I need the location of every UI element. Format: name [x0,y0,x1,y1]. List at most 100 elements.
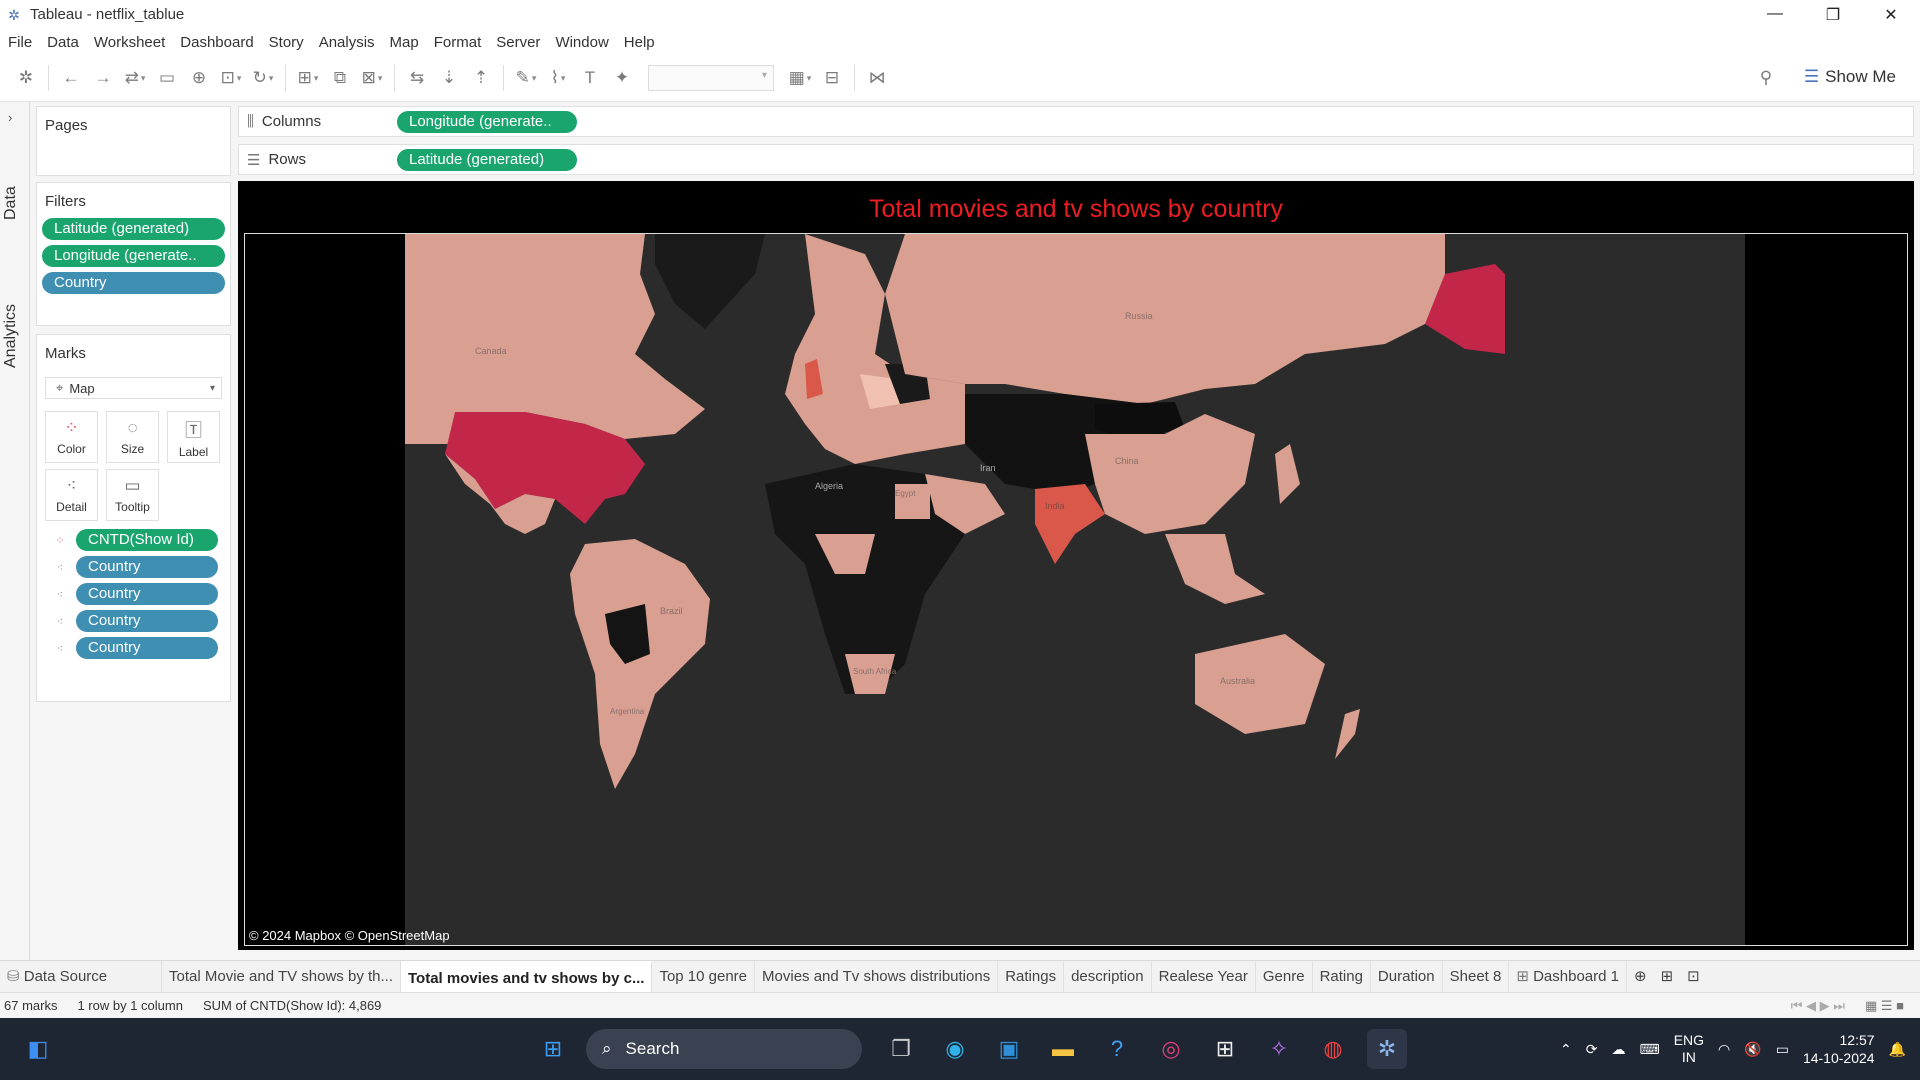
show-me-button[interactable]: ☰ Show Me [1804,67,1896,87]
myhp-icon[interactable]: ▣ [998,1036,1020,1061]
country-mexico[interactable] [445,454,555,534]
country-greenland[interactable] [655,234,765,329]
country-australia[interactable] [1195,634,1325,734]
clear-sheet-icon[interactable]: ⊠ [356,64,388,92]
sync-icon[interactable]: ⟳ [1585,1040,1598,1057]
rows-pill-latitude[interactable]: Latitude (generated) [397,148,577,171]
new-worksheet-tab-icon[interactable]: ⊕ [1634,967,1647,985]
undo-icon[interactable]: ← [62,68,80,87]
view-mode-icon[interactable]: ▦ ☰ ■ [1864,997,1904,1013]
filter-pill-country[interactable]: Country [42,272,225,294]
clock[interactable]: 12:57 14-10-2024 [1803,1031,1875,1067]
help-icon[interactable]: ? [1110,1036,1124,1061]
country-south-africa[interactable] [845,654,895,694]
duplicate-sheet-icon[interactable]: ⧉ [333,68,347,87]
filter-pill-latitude[interactable]: Latitude (generated) [42,218,225,240]
start-icon[interactable]: ⊞ [543,1036,563,1061]
fix-axes-icon[interactable]: ✦ [614,68,630,87]
country-russia[interactable] [885,234,1445,404]
menu-format[interactable]: Format [433,33,482,51]
tab-sheet[interactable]: Ratings [998,960,1065,993]
size-mark-button[interactable]: ◌ Size [106,411,159,463]
save-icon[interactable]: ▭ [158,68,176,87]
tab-sheet[interactable]: Sheet 8 [1443,960,1510,993]
chrome-icon[interactable]: ◍ [1323,1036,1343,1061]
battery-icon[interactable]: ▭ [1775,1040,1789,1057]
country-germany-region[interactable] [860,374,900,409]
tab-dashboard[interactable]: ⊞ Dashboard 1 [1509,960,1627,993]
wifi-icon[interactable]: ◠ [1718,1040,1731,1057]
pages-shelf[interactable]: Pages [36,106,231,176]
country-saudi-region[interactable] [925,474,1005,534]
map-view[interactable]: Canada Russia Algeria Iran China India B… [244,233,1908,946]
country-southeast-asia[interactable] [1165,534,1265,604]
minimize-button[interactable]: — [1767,4,1783,22]
group-members-icon[interactable]: ⌇ [542,64,574,92]
share-icon[interactable]: ⋈ [868,68,886,87]
volume-muted-icon[interactable]: 🔇 [1744,1040,1762,1057]
new-dashboard-tab-icon[interactable]: ⊞ [1660,967,1674,985]
format-painter-icon[interactable]: ⚲ [1759,68,1773,87]
country-canada[interactable] [405,234,705,444]
refresh-icon[interactable]: ↻ [247,64,279,92]
tab-sheet[interactable]: Top 10 genre [652,960,756,993]
tableau-home-icon[interactable]: ✲ [18,68,34,87]
tab-sheet[interactable]: Total Movie and TV shows by th... [162,960,401,993]
swap-rows-columns-icon[interactable]: ⇆ [409,68,425,87]
new-worksheet-icon[interactable]: ⊞ [292,64,324,92]
mark-pill-country[interactable]: Country [76,583,218,605]
menu-file[interactable]: File [8,33,33,51]
new-story-tab-icon[interactable]: ⊡ [1687,967,1700,985]
tableau-taskbar-icon[interactable]: ✲ [1367,1029,1407,1069]
replay-icon[interactable]: ⇄ [119,64,151,92]
edge-icon[interactable]: ◉ [945,1036,965,1061]
country-china[interactable] [1085,414,1255,534]
map-attribution[interactable]: © 2024 Mapbox © OpenStreetMap [249,928,450,943]
menu-worksheet[interactable]: Worksheet [93,33,166,51]
country-africa[interactable] [765,464,965,694]
redo-icon[interactable]: → [94,68,112,87]
new-data-source-icon[interactable]: ⊕ [191,68,207,87]
menu-server[interactable]: Server [496,33,541,51]
sort-ascending-icon[interactable]: ⇣ [441,68,457,87]
country-egypt[interactable] [895,484,930,519]
menu-data[interactable]: Data [47,33,79,51]
close-button[interactable]: ✕ [1884,6,1898,24]
sort-descending-icon[interactable]: ⇡ [473,68,489,87]
country-new-zealand[interactable] [1335,709,1360,759]
show-cards-icon[interactable]: ▦ [784,64,816,92]
mark-pill-country[interactable]: Country [76,637,218,659]
presentation-mode-icon[interactable]: ⊟ [824,68,840,87]
copilot-icon[interactable]: ✧ [1269,1036,1289,1061]
pause-updates-icon[interactable]: ⊡ [215,64,247,92]
country-nigeria-region[interactable] [815,534,875,574]
menu-help[interactable]: Help [623,33,655,51]
widgets-icon[interactable]: ◧ [27,1036,49,1061]
file-explorer-icon[interactable]: ▬ [1052,1036,1074,1061]
country-usa-alaska[interactable] [1425,264,1505,354]
fit-dropdown[interactable] [648,65,774,91]
menu-analysis[interactable]: Analysis [318,33,375,51]
tab-data-source[interactable]: ⛁ Data Source [0,960,162,993]
filters-shelf[interactable]: Filters Latitude (generated) Longitude (… [36,182,231,326]
highlight-icon[interactable]: ✎ [510,64,542,92]
country-usa[interactable] [445,412,645,524]
menu-story[interactable]: Story [268,33,304,51]
tab-nav-icon[interactable]: ⏮ ◀ ▶ ⏭ [1790,997,1845,1013]
menu-map[interactable]: Map [389,33,419,51]
mark-pill-country[interactable]: Country [76,610,218,632]
tab-sheet[interactable]: Movies and Tv shows distributions [755,960,999,993]
tab-sheet[interactable]: Genre [1256,960,1313,993]
tab-sheet[interactable]: description [1064,960,1152,993]
world-map[interactable]: Canada Russia Algeria Iran China India B… [405,234,1745,946]
task-view-icon[interactable]: ❐ [891,1036,911,1061]
detail-mark-button[interactable]: ⁖ Detail [45,469,98,521]
notification-bell-icon[interactable]: 🔔 [1888,1040,1906,1057]
country-mongolia[interactable] [1095,402,1185,439]
menu-window[interactable]: Window [555,33,609,51]
color-mark-button[interactable]: ⁘ Color [45,411,98,463]
tab-sheet[interactable]: Realese Year [1152,960,1256,993]
taskbar-search[interactable]: ⌕ Search [586,1029,862,1069]
mark-pill-country[interactable]: Country [76,556,218,578]
language-indicator[interactable]: ENG IN [1673,1032,1705,1065]
